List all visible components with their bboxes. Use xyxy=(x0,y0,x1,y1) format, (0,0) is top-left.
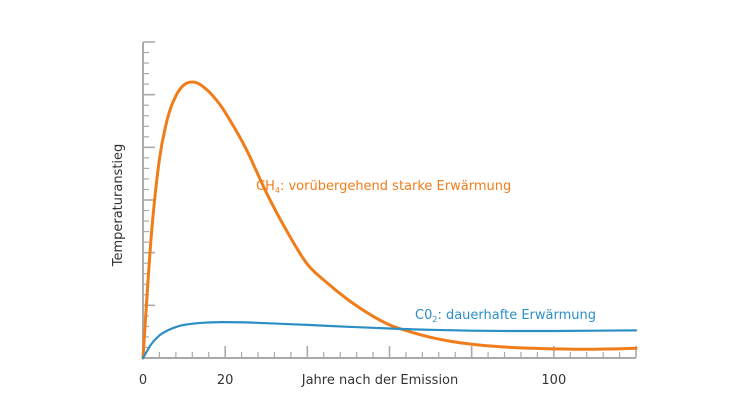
x-tick-label: 0 xyxy=(139,373,147,388)
x-tick-label: 20 xyxy=(217,373,234,388)
x-tick-label: 100 xyxy=(541,373,566,388)
series-layer xyxy=(141,80,638,360)
series-line-co2 xyxy=(141,321,638,360)
y-axis-ticks xyxy=(143,41,155,349)
x-axis-ticks xyxy=(158,346,637,358)
series-label-co2: C02: dauerhafte Erwärmung xyxy=(415,308,596,324)
series-line-ch4 xyxy=(141,80,638,360)
x-tick-labels: 0 20 100 xyxy=(139,373,566,388)
labels-layer: Temperaturanstieg Jahre nach der Emissio… xyxy=(111,144,596,388)
x-axis-title: Jahre nach der Emission xyxy=(301,373,459,388)
y-axis-title: Temperaturanstieg xyxy=(111,144,126,268)
series-label-ch4: CH4: vorübergehend starke Erwärmung xyxy=(256,179,511,195)
axes xyxy=(142,41,637,359)
